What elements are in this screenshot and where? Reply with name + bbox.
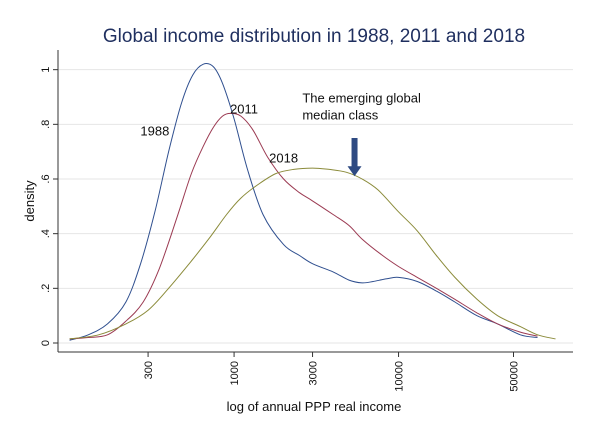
y-tick-label: .8 (40, 120, 52, 129)
arrow-head (347, 166, 362, 177)
annotation-text: median class (302, 107, 378, 122)
x-tick-label: 50000 (509, 361, 521, 392)
y-axis-label: density (22, 180, 37, 222)
y-tick-label: 0 (40, 340, 52, 346)
axes: 0 .2 .4 .6 .8 1 300 1000 3000 10000 50000 (40, 50, 573, 392)
x-axis-label: log of annual PPP real income (227, 399, 402, 414)
series-label-2018: 2018 (269, 151, 298, 166)
series-line-2018 (69, 167, 556, 340)
x-tick-label: 3000 (308, 361, 320, 385)
annotation: The emerging global median class (302, 90, 421, 177)
x-tick-label: 300 (143, 361, 155, 379)
series-label-2011: 2011 (230, 101, 258, 116)
series-line-2011 (69, 112, 538, 340)
annotation-text: The emerging global (302, 90, 421, 105)
series-lines (69, 63, 556, 341)
y-tick-label: .6 (40, 174, 52, 183)
y-tick-label: 1 (40, 67, 52, 73)
gridlines (58, 69, 573, 344)
y-tick-label: .4 (40, 229, 52, 238)
series-label-1988: 1988 (140, 123, 169, 138)
chart-title: Global income distribution in 1988, 2011… (103, 26, 525, 47)
series-line-1988 (69, 63, 538, 341)
series-labels: 1988 2011 2018 (140, 101, 298, 165)
arrow-shaft (351, 138, 358, 168)
y-tick-label: .2 (40, 284, 52, 293)
x-tick-label: 1000 (229, 361, 241, 385)
x-tick-label: 10000 (394, 361, 406, 392)
